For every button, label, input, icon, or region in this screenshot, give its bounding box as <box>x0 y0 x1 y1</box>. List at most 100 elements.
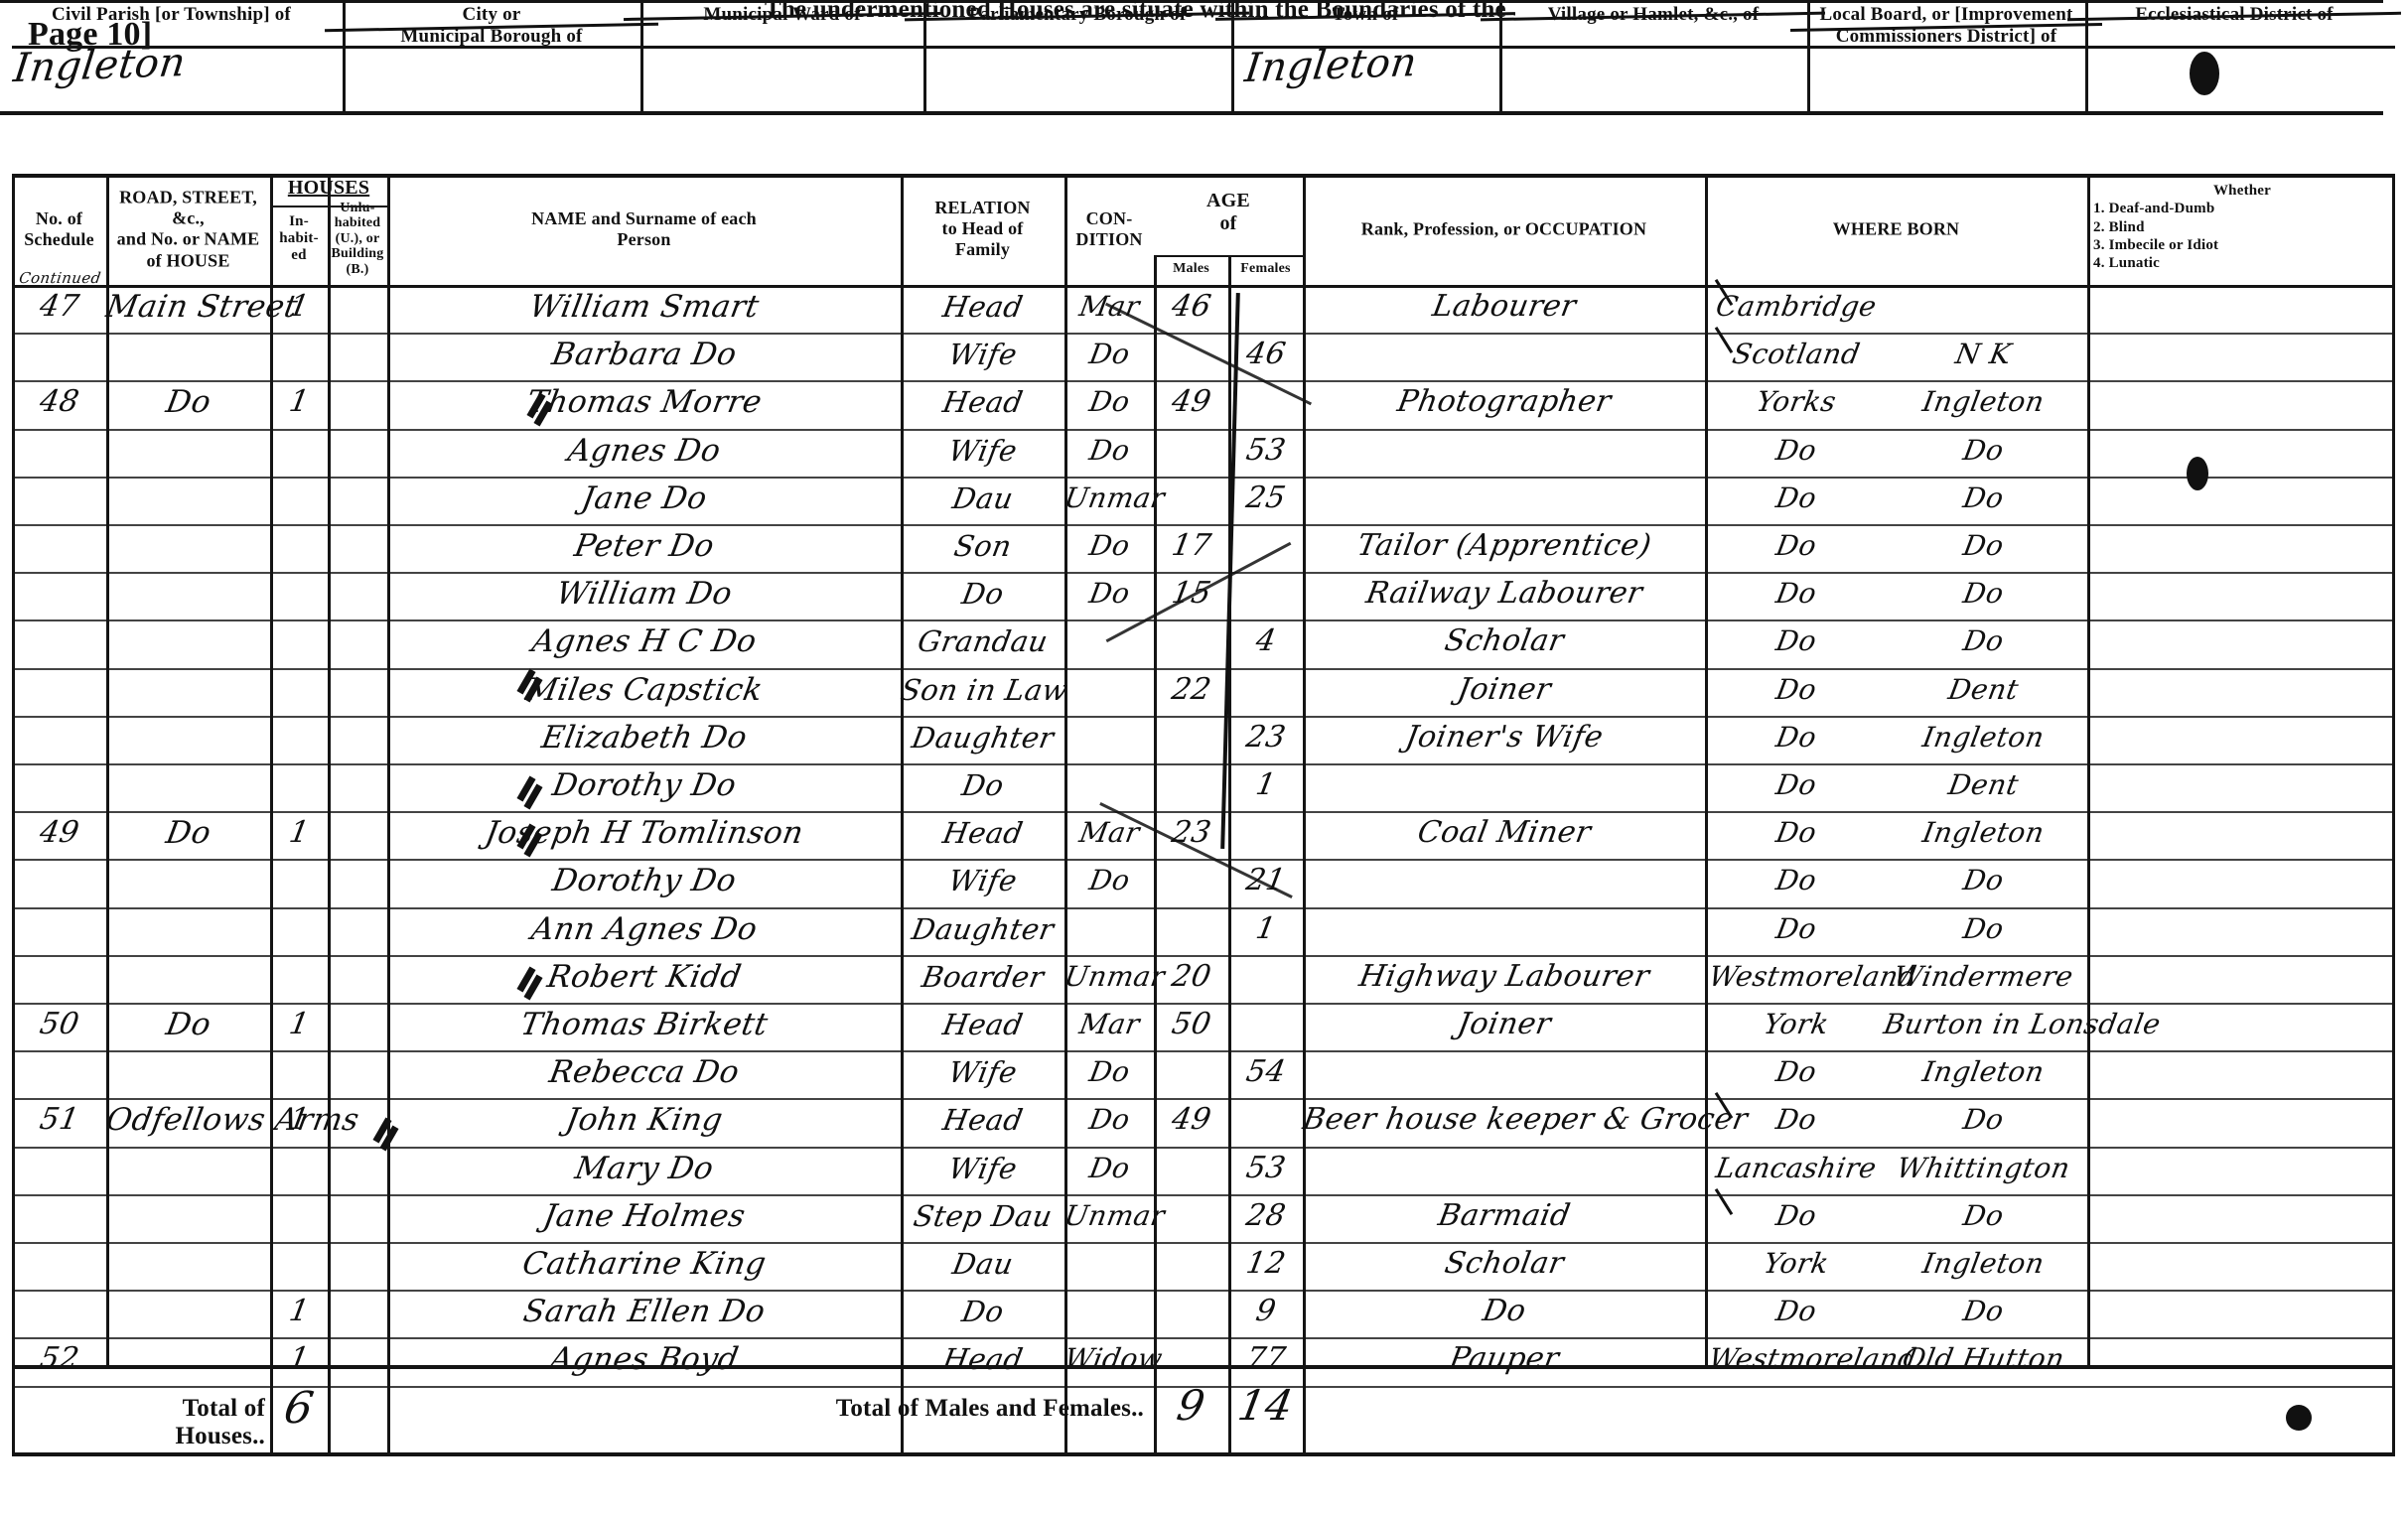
col-header-road: ROAD, STREET, &c., and No. or NAME of HOU… <box>106 174 270 285</box>
table-row: Dorothy Do Wife Do 21 Do Do <box>12 859 2395 906</box>
cell-name: Sarah Ellen Do <box>520 1294 769 1330</box>
table-row-rule <box>12 907 2395 909</box>
table-row: 51 Odfellows Arms 1 John King Head Do 49 Beer h… <box>12 1098 2395 1146</box>
cell-condition: Unmar <box>1062 1198 1168 1232</box>
cell-age-female: 4 <box>1253 623 1279 659</box>
cell-name: Dorothy Do <box>549 767 740 803</box>
cell-houses-inhabited: 1 <box>286 1007 313 1041</box>
total-houses-value: 6 <box>280 1383 318 1434</box>
cell-name: Peter Do <box>571 528 718 564</box>
col-header-label: No. of Schedule <box>24 207 94 249</box>
cell-schedule: 51 <box>37 1102 82 1138</box>
cell-name: Jane Do <box>578 480 710 516</box>
col-header-label: NAME and Surname of each Person <box>531 207 757 249</box>
table-row-rule <box>12 380 2395 382</box>
cell-occupation: Joiner <box>1455 1007 1554 1041</box>
cell-born-county: York <box>1761 1247 1832 1280</box>
table-row: Mary Do Wife Do 53 Lancashire Whittington <box>12 1147 2395 1194</box>
col-header-age-males: Males <box>1173 261 1209 276</box>
district-cell-label: Village or Hamlet, &c., of <box>1499 4 1807 26</box>
cell-relation: Head <box>939 385 1026 420</box>
schedule-continued-note: Continued <box>18 269 102 287</box>
cell-occupation: Railway Labourer <box>1363 576 1645 612</box>
cell-born-county: Do <box>1772 1198 1819 1232</box>
cell-born-county: Do <box>1772 816 1819 850</box>
cell-age-male: 50 <box>1169 1007 1214 1041</box>
cell-name: Rebecca Do <box>546 1054 743 1091</box>
cell-relation: Wife <box>945 864 1020 898</box>
table-row-rule <box>12 1242 2395 1244</box>
table-row-rule <box>12 955 2395 957</box>
col-header-condition: CON- DITION <box>1064 174 1154 285</box>
table-column-rule <box>1705 174 1708 1365</box>
cell-born-county: Do <box>1772 529 1819 562</box>
totals-band: Total of Houses.. 6 Total of Males and Fem… <box>12 1365 2395 1459</box>
cell-born-county: Do <box>1772 1055 1819 1089</box>
table-row-rule <box>12 174 2395 178</box>
total-males-value: 9 <box>1173 1381 1209 1430</box>
cell-relation: Wife <box>945 1151 1020 1185</box>
district-band: Civil Parish [or Township] of Ingleton Cit… <box>0 0 2383 115</box>
totals-column-rule <box>1228 1365 1231 1454</box>
district-cell-1: City or Municipal Borough of <box>343 0 640 114</box>
col-header-age-females: Females <box>1240 261 1291 276</box>
table-row-rule <box>12 429 2395 431</box>
cell-occupation: Beer house keeper & Grocer <box>1300 1102 1751 1138</box>
table-row-rule <box>12 1098 2395 1100</box>
district-divider <box>923 0 926 114</box>
cell-name: Barbara Do <box>549 337 740 373</box>
table-row-rule <box>12 716 2395 718</box>
district-cell-2: Municipal Ward of <box>640 0 923 114</box>
cell-relation: Step Dau <box>911 1198 1056 1233</box>
cell-condition: Do <box>1086 864 1133 897</box>
table-row: 47 Main Street 1 William Smart Head Mar 46 Labo… <box>12 269 2395 333</box>
table-row: Peter Do Son Do 17 Tailor (Apprentice) Do Do <box>12 524 2395 572</box>
cell-relation: Wife <box>945 433 1020 468</box>
col-header-occupation: Rank, Profession, or OCCUPATION <box>1303 174 1705 285</box>
cell-born-county: Do <box>1772 433 1819 467</box>
total-females-value: 14 <box>1234 1381 1297 1430</box>
cell-born-place: Ingleton <box>1919 720 2048 754</box>
cell-condition: Do <box>1086 1103 1133 1137</box>
table-row: Jane Do Dau Unmar 25 Do Do <box>12 477 2395 524</box>
cell-occupation: Coal Miner <box>1414 815 1594 851</box>
cell-relation: Do <box>959 1295 1007 1329</box>
cell-schedule: 48 <box>37 384 82 420</box>
total-persons-label: Total of Males and Females.. <box>835 1395 1144 1422</box>
cell-name: William Smart <box>526 289 763 325</box>
table-row: 1 Sarah Ellen Do Do 9 Do Do Do <box>12 1290 2395 1337</box>
table-row: Agnes Do Wife Do 53 Do Do <box>12 429 2395 477</box>
cell-road: Main Street <box>103 289 301 325</box>
cell-age-female: 54 <box>1243 1054 1289 1090</box>
table-row-rule <box>12 859 2395 861</box>
totals-column-rule <box>387 1365 390 1454</box>
cell-condition: Do <box>1086 577 1133 611</box>
table-row-rule <box>12 1147 2395 1149</box>
cell-condition: Unmar <box>1062 959 1168 993</box>
table-column-rule <box>1228 255 1231 1365</box>
col-header-age-label: AGE of <box>1206 190 1250 234</box>
cell-name: Catharine King <box>519 1246 770 1282</box>
ink-blot <box>2286 1405 2312 1431</box>
cell-born-county: Do <box>1772 911 1819 945</box>
district-cell-3: Parliamentary Borough of <box>923 0 1231 114</box>
district-cell-label: City or Municipal Borough of <box>343 4 640 48</box>
table-row-rule <box>12 1050 2395 1052</box>
cell-born-place: Whittington <box>1894 1151 2073 1184</box>
cell-name: John King <box>563 1102 726 1139</box>
cell-road: Do <box>163 384 214 421</box>
table-row-rule <box>12 668 2395 670</box>
table-row: Robert Kidd Boarder Unmar 20 Highway Laboure… <box>12 955 2395 1003</box>
cell-name: William Do <box>553 576 736 613</box>
cell-name: Agnes Do <box>565 432 724 469</box>
table-row: Barbara Do Wife Do 46 Scotland N K <box>12 333 2395 380</box>
totals-column-rule <box>2392 1365 2395 1454</box>
cell-houses-inhabited: 1 <box>286 1102 313 1138</box>
table-row: Elizabeth Do Daughter 23 Joiner's Wife Do Ing… <box>12 716 2395 763</box>
cell-born-place: Burton in Lonsdale <box>1881 1008 2164 1040</box>
table-row-rule <box>12 572 2395 574</box>
cell-relation: Grandau <box>915 624 1052 659</box>
cell-relation: Do <box>959 577 1007 612</box>
cell-houses-inhabited: 1 <box>286 1294 313 1329</box>
